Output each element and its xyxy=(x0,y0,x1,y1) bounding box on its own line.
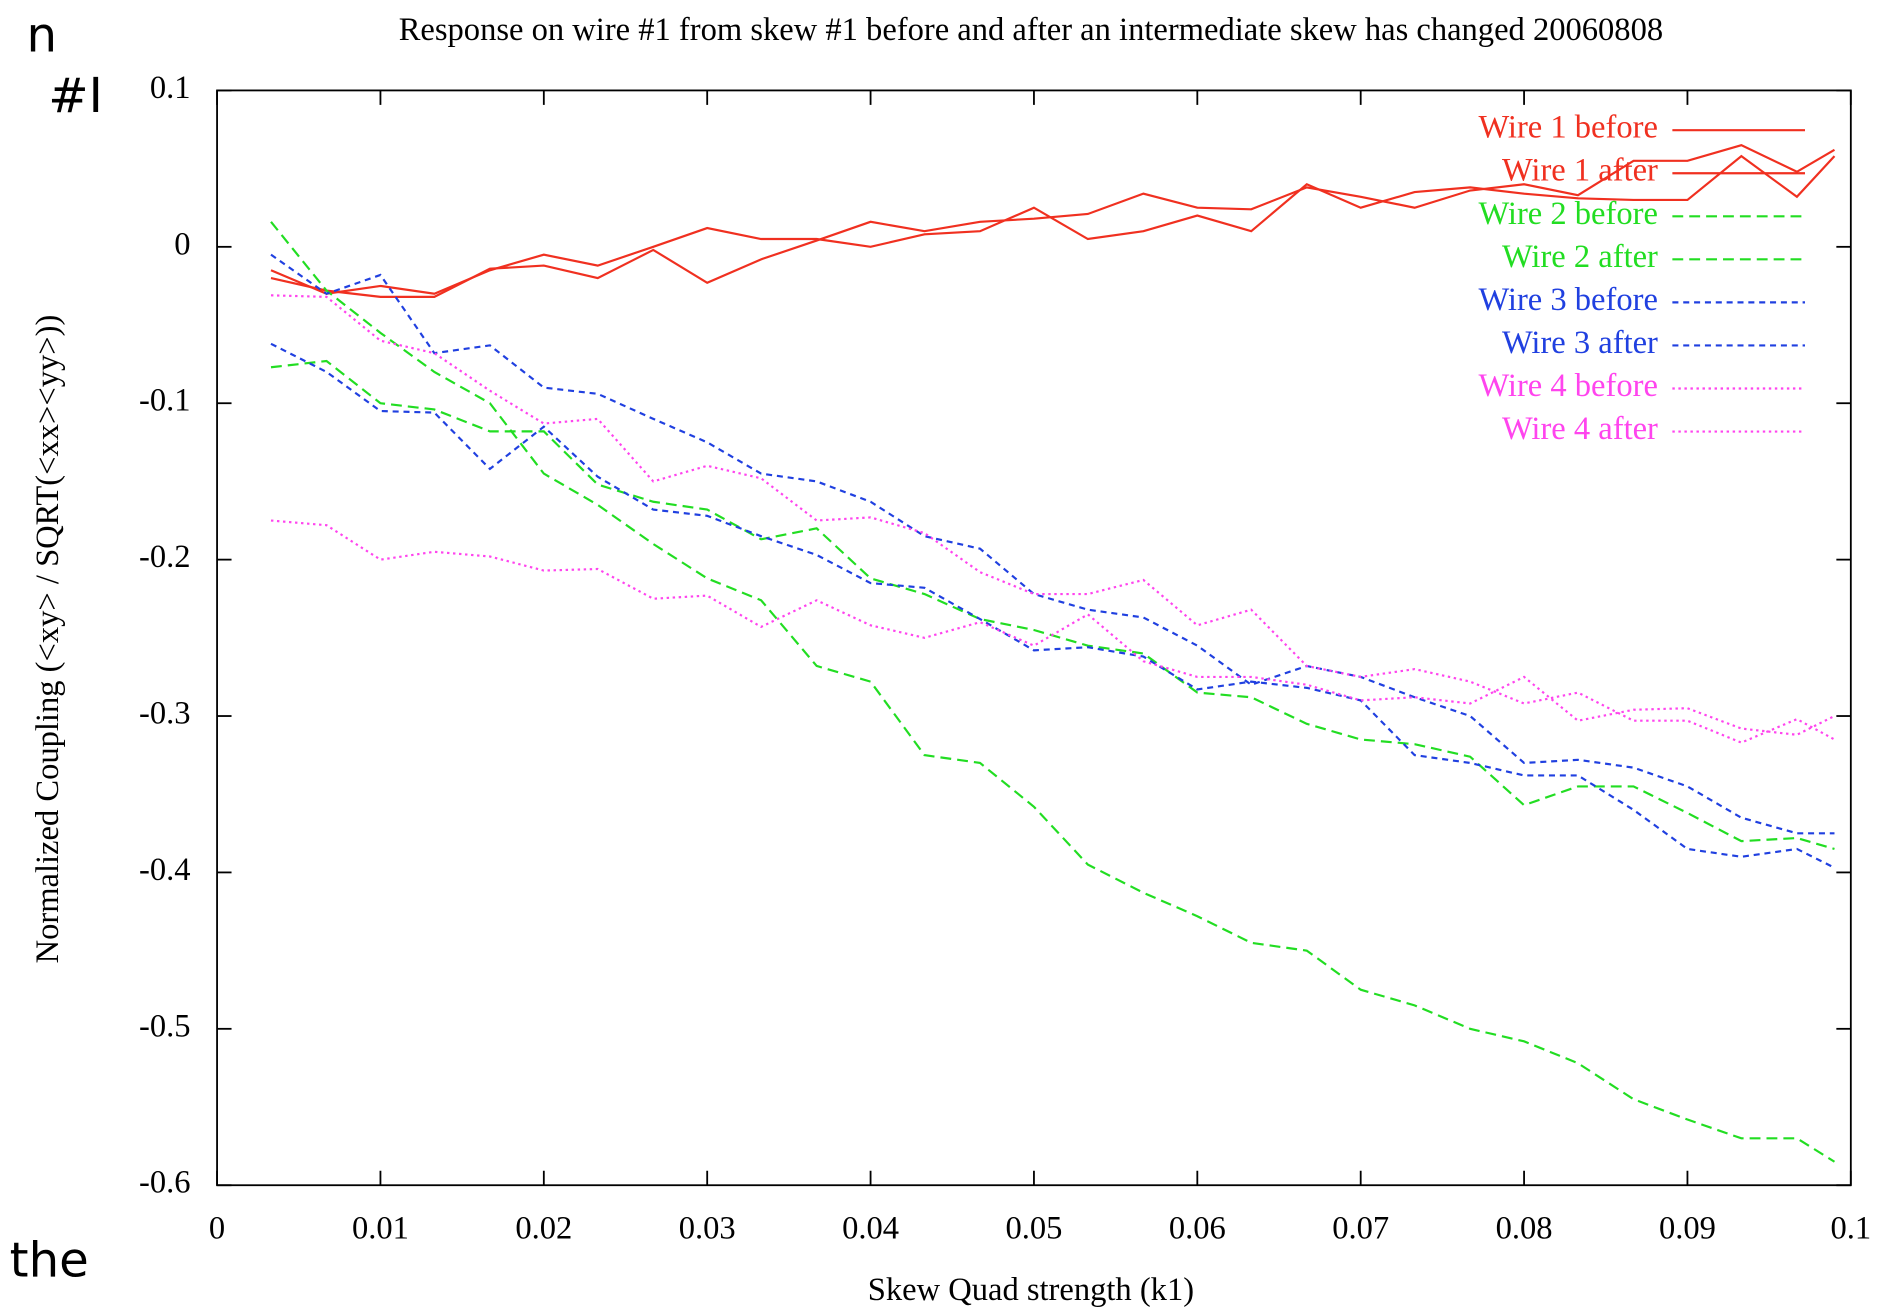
y-tick-label: -0.6 xyxy=(139,1165,191,1201)
series-line xyxy=(270,294,1835,744)
side-fragment: #I xyxy=(48,68,103,124)
x-axis-label: Skew Quad strength (k1) xyxy=(868,1272,1194,1307)
chart-title: Response on wire #1 from skew #1 before … xyxy=(399,12,1663,48)
series-line xyxy=(270,154,1836,295)
series-line xyxy=(270,221,1836,1163)
series-line xyxy=(270,519,1835,736)
legend-label: Wire 1 before xyxy=(1478,110,1657,146)
legend-label: Wire 3 after xyxy=(1502,325,1658,361)
legend-label: Wire 4 after xyxy=(1502,411,1658,447)
series-line xyxy=(270,342,1835,869)
series-line xyxy=(270,359,1835,851)
y-tick-label: -0.3 xyxy=(139,695,191,731)
y-tick-label: -0.4 xyxy=(139,852,191,888)
side-fragment: the xyxy=(10,1233,89,1289)
y-tick-label: -0.5 xyxy=(139,1008,191,1044)
legend-label: Wire 2 after xyxy=(1502,239,1658,275)
legend-label: Wire 2 before xyxy=(1478,196,1657,232)
x-tick-label: 0.04 xyxy=(842,1211,899,1247)
series-line xyxy=(270,253,1835,835)
x-tick-label: 0.08 xyxy=(1496,1211,1553,1247)
series-line xyxy=(270,144,1836,298)
x-tick-label: 0.06 xyxy=(1169,1211,1226,1247)
x-tick-label: 0 xyxy=(209,1211,225,1247)
x-tick-label: 0.07 xyxy=(1332,1211,1389,1247)
y-tick-label: 0.1 xyxy=(150,70,191,106)
y-tick-label: 0 xyxy=(174,226,190,262)
x-tick-label: 0.02 xyxy=(515,1211,572,1247)
legend-label: Wire 4 before xyxy=(1478,368,1657,404)
side-fragment: g xyxy=(5,1295,36,1307)
y-tick-label: -0.2 xyxy=(139,539,191,575)
legend-label: Wire 1 after xyxy=(1502,153,1658,189)
legend-label: Wire 3 before xyxy=(1478,282,1657,318)
x-tick-label: 0.09 xyxy=(1659,1211,1716,1247)
x-tick-label: 0.05 xyxy=(1005,1211,1062,1247)
x-tick-label: 0.1 xyxy=(1830,1211,1871,1247)
side-fragment: n xyxy=(27,8,58,64)
x-tick-label: 0.01 xyxy=(352,1211,409,1247)
y-axis-label: Normalized Coupling (<xy> / SQRT(<xx><yy… xyxy=(30,315,66,964)
x-tick-label: 0.03 xyxy=(679,1211,736,1247)
y-tick-label: -0.1 xyxy=(139,383,191,419)
